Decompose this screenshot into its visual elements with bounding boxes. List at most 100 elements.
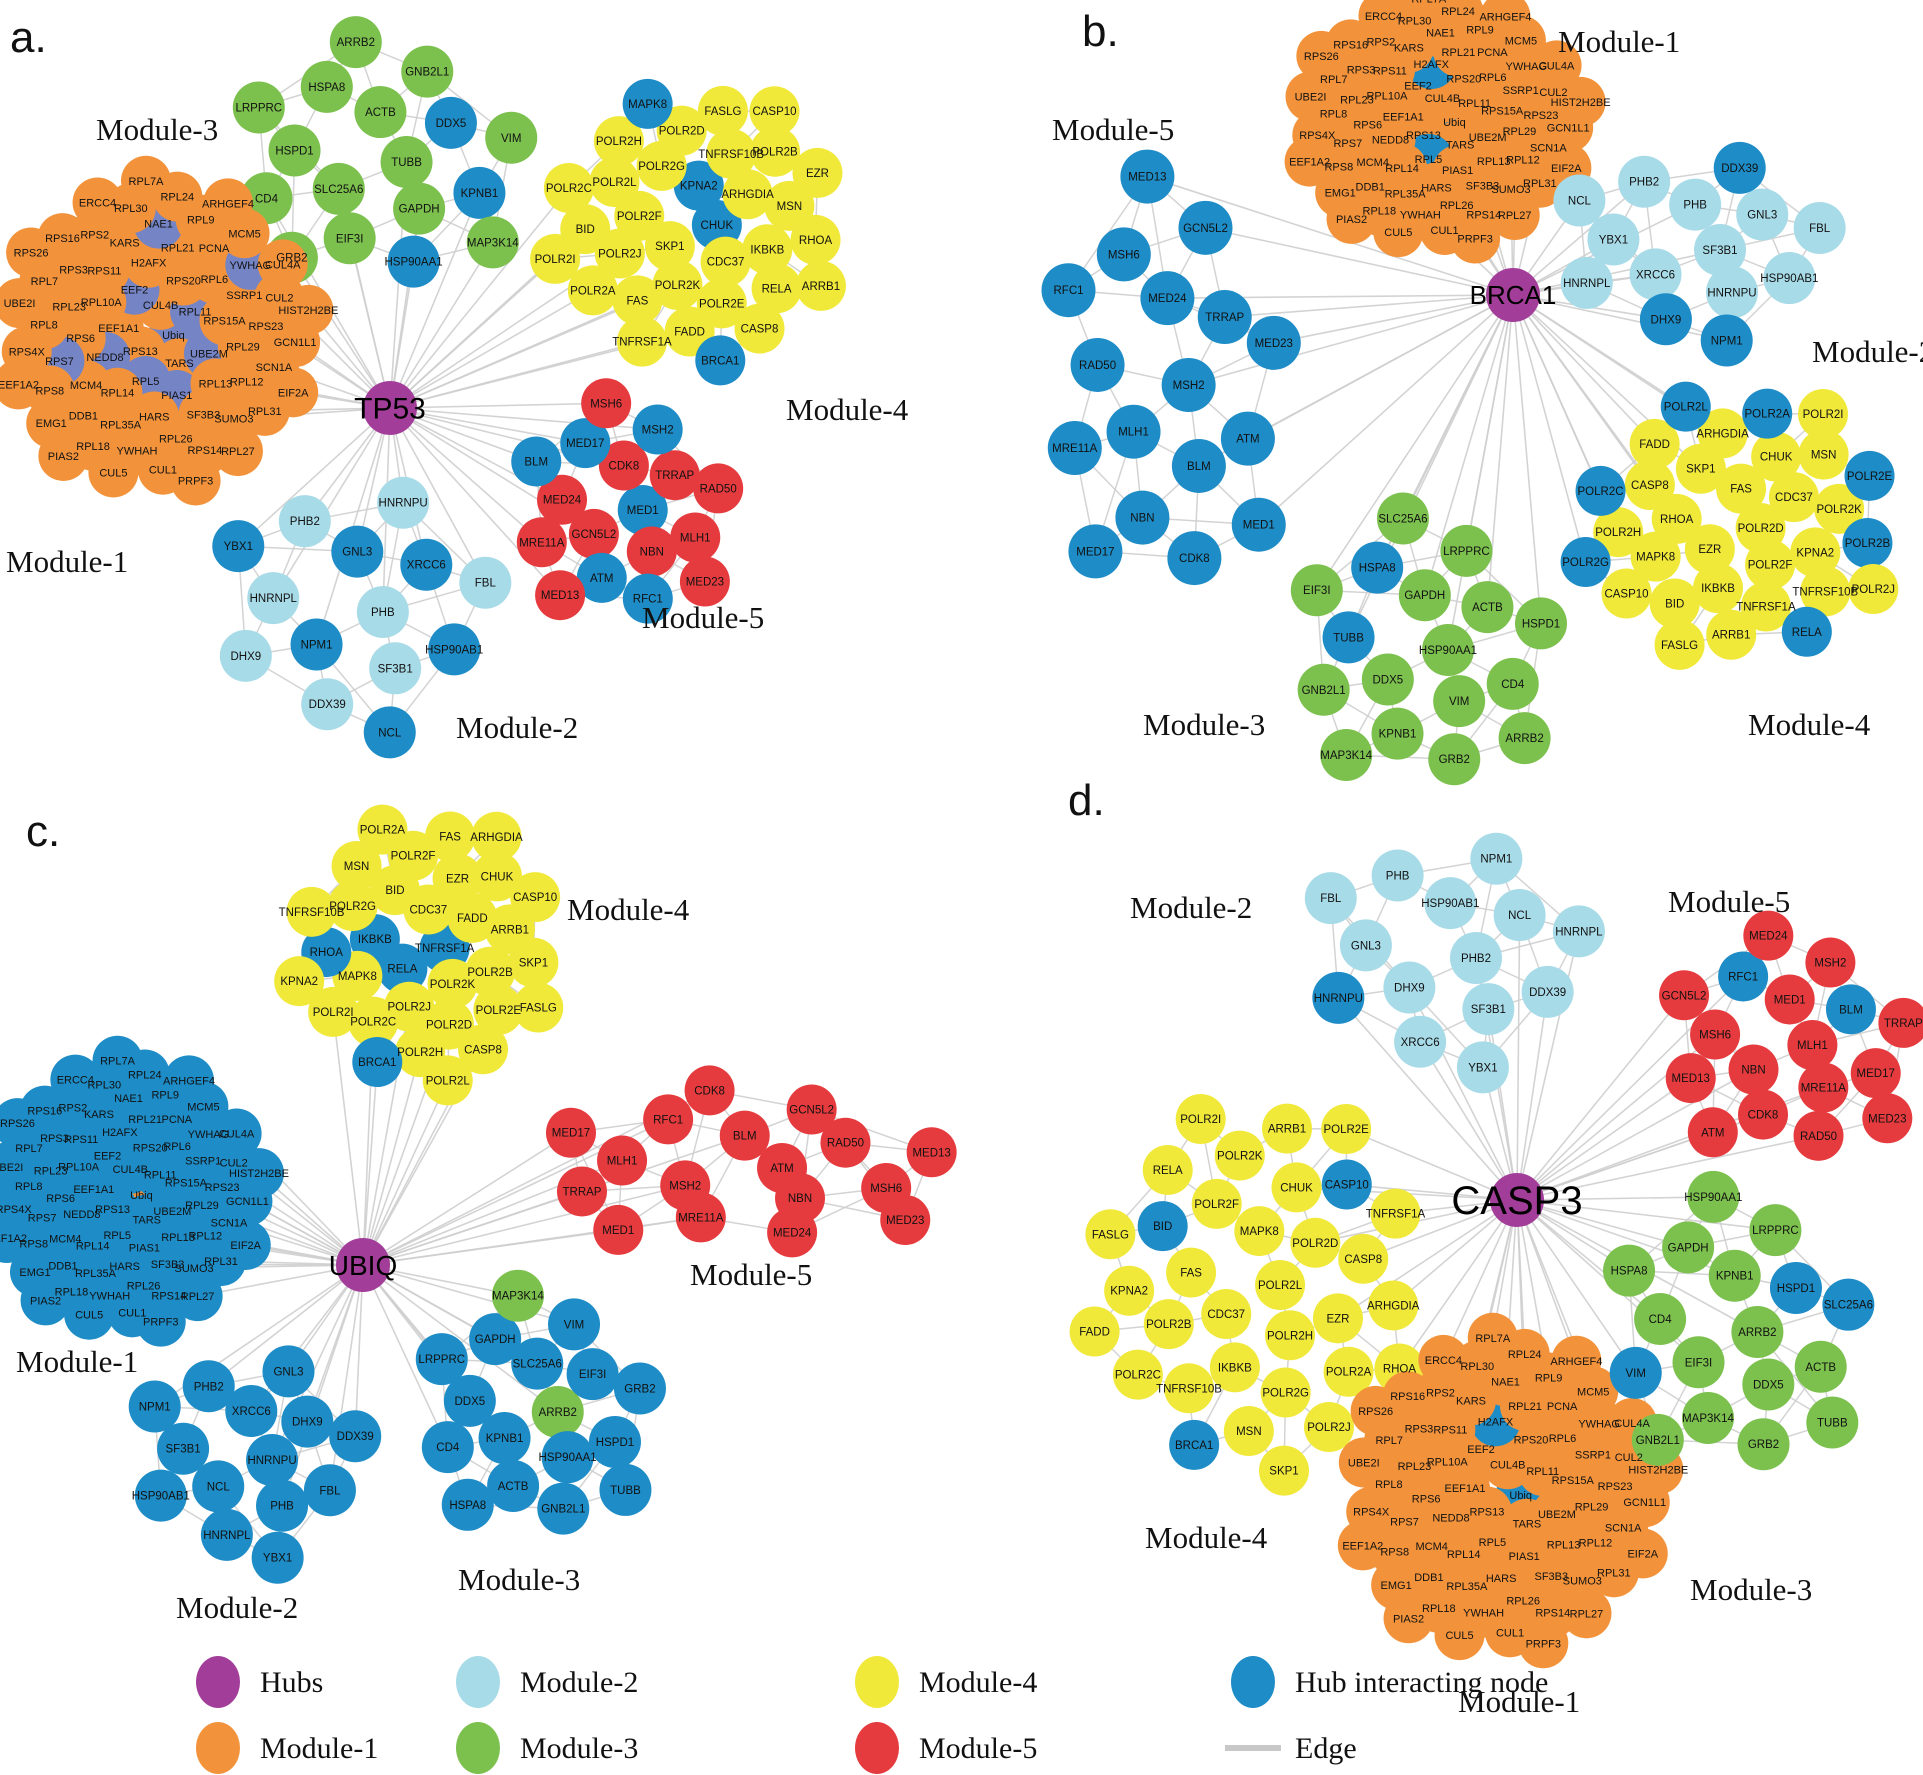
node-label-RPL7A: RPL7A (1411, 0, 1447, 5)
hub-edge (208, 1264, 364, 1387)
node-RAD50 (1070, 337, 1125, 392)
node-label-SUMO3: SUMO3 (175, 1263, 214, 1275)
node-PRPF3 (135, 1296, 186, 1347)
node-label-RPL14: RPL14 (1447, 1549, 1481, 1561)
node-label-GNB2L1: GNB2L1 (1636, 1435, 1680, 1447)
node-label-FBL: FBL (1320, 893, 1342, 905)
node-POLR2H (593, 116, 644, 167)
node-label-POLR2L: POLR2L (1258, 1280, 1303, 1292)
cluster-label: Module-1 (16, 1344, 138, 1379)
node-label-RPS6: RPS6 (1412, 1493, 1441, 1505)
node-MAPK8 (1234, 1206, 1285, 1257)
node-label-GCN5L2: GCN5L2 (789, 1105, 834, 1117)
node-UBE2I (1338, 1437, 1389, 1488)
node-KPNA2 (1790, 527, 1841, 578)
node-EZR (1312, 1293, 1363, 1344)
node-MED1 (617, 485, 668, 535)
node-label-EIF2A: EIF2A (230, 1240, 261, 1252)
node-label-RPL8: RPL8 (1320, 109, 1348, 121)
node-VIM (1609, 1346, 1662, 1399)
node-label-RPL21: RPL21 (128, 1114, 162, 1126)
node-DHX9 (219, 629, 272, 682)
legend-label: Module-2 (520, 1666, 638, 1699)
node-label-SKP1: SKP1 (519, 958, 548, 970)
node-TRRAP (1197, 290, 1252, 345)
node-label-RPL23: RPL23 (34, 1165, 68, 1177)
node-label-ARRB1: ARRB1 (1268, 1124, 1306, 1136)
node-HSP90AA1 (541, 1431, 594, 1484)
node-label-ERCC4: ERCC4 (1365, 11, 1402, 23)
node-PRPF3 (170, 455, 221, 506)
node-label-UBE2M: UBE2M (1538, 1509, 1576, 1521)
node-HNRNPU (246, 1434, 299, 1486)
node-label-MED1: MED1 (602, 1225, 634, 1237)
node-HIST2H2BE (233, 1148, 284, 1199)
node-POLR2B (1842, 517, 1893, 568)
node-label-RPS16: RPS16 (1333, 39, 1368, 51)
hub-edge (1516, 1135, 1819, 1201)
node-MED23 (880, 1194, 931, 1245)
node-CD4 (1634, 1293, 1687, 1346)
node-label-HSP90AB1: HSP90AB1 (425, 644, 483, 656)
node-label-RPL12: RPL12 (1506, 154, 1540, 166)
node-FAS (1166, 1247, 1217, 1298)
node-label-HIST2H2BE: HIST2H2BE (229, 1168, 289, 1180)
node-label-CDK8: CDK8 (1748, 1110, 1779, 1122)
node-MED24 (1743, 910, 1794, 961)
node-label-DDB1: DDB1 (1414, 1572, 1443, 1584)
node-NBN (1728, 1044, 1779, 1095)
node-TNFRSF1A (1370, 1188, 1421, 1239)
node-POLR2K (1814, 483, 1865, 534)
node-label-XRCC6: XRCC6 (1636, 269, 1675, 281)
hub-edge (1516, 931, 1580, 1201)
node-label-RPL13: RPL13 (161, 1232, 195, 1244)
node-MSH2 (1161, 358, 1216, 412)
node-label-FBL: FBL (319, 1485, 341, 1497)
node-label-YBX1: YBX1 (224, 541, 253, 553)
node-RHOA (790, 214, 841, 265)
node-NPM1 (1700, 314, 1753, 367)
node-label-CDK8: CDK8 (1179, 553, 1210, 565)
hub-edge (389, 407, 487, 584)
node-GNB2L1 (537, 1482, 590, 1535)
node-label-PIAS2: PIAS2 (1336, 214, 1367, 226)
legend-label: Module-4 (919, 1666, 1037, 1699)
node-label-EEF1A2: EEF1A2 (0, 1233, 27, 1245)
node-label-RPL35A: RPL35A (75, 1268, 117, 1280)
cluster-label: Module-2 (1812, 334, 1923, 369)
node-label-CDC37: CDC37 (1207, 1309, 1245, 1321)
hub-edge (1512, 181, 1645, 296)
hub-edge (362, 1134, 745, 1266)
node-label-RHOA: RHOA (1383, 1364, 1417, 1376)
node-TNFRSF1A (1740, 581, 1791, 632)
node-label-HIST2H2BE: HIST2H2BE (1551, 97, 1611, 109)
node-label-POLR2L: POLR2L (426, 1075, 471, 1087)
node-label-RPS26: RPS26 (1358, 1406, 1393, 1418)
node-FASLG (1654, 619, 1705, 670)
node-label-EMG1: EMG1 (1381, 1580, 1412, 1592)
hub-edge (362, 1216, 701, 1266)
node-label-H2AFX: H2AFX (102, 1127, 138, 1139)
node-label-RPS13: RPS13 (123, 346, 158, 358)
hub-edge (1147, 175, 1514, 296)
node-label-PHB: PHB (270, 1501, 294, 1513)
hub-edge (362, 1080, 449, 1266)
node-label-YBX1: YBX1 (1468, 1062, 1497, 1074)
node-label-RPL10A: RPL10A (1427, 1456, 1469, 1468)
node-HSPA8 (1351, 541, 1404, 594)
node-label-SSRP1: SSRP1 (226, 290, 262, 302)
node-label-MED13: MED13 (541, 590, 579, 602)
node-label-BRCA1: BRCA1 (1175, 1440, 1213, 1452)
node-label-POLR2B: POLR2B (467, 967, 513, 979)
node-label-RPS8: RPS8 (1380, 1547, 1409, 1559)
hub-edge (1188, 294, 1514, 386)
node-EEF1A2 (1337, 1520, 1388, 1571)
node-label-POLR2H: POLR2H (1267, 1330, 1313, 1342)
node-MSN (764, 180, 815, 231)
node-label-MED13: MED13 (1672, 1073, 1710, 1085)
node-label-CD4: CD4 (1501, 679, 1525, 691)
node-label-DDX39: DDX39 (309, 699, 346, 711)
node-label-PRPF3: PRPF3 (1457, 234, 1492, 246)
labels-layer: PHB2 DHX9 HSP90AB1 SF3B1 GNL3 NCL XRCC6 PHB DDX3… (1079, 854, 1923, 1719)
node-CHUK (1271, 1162, 1322, 1213)
